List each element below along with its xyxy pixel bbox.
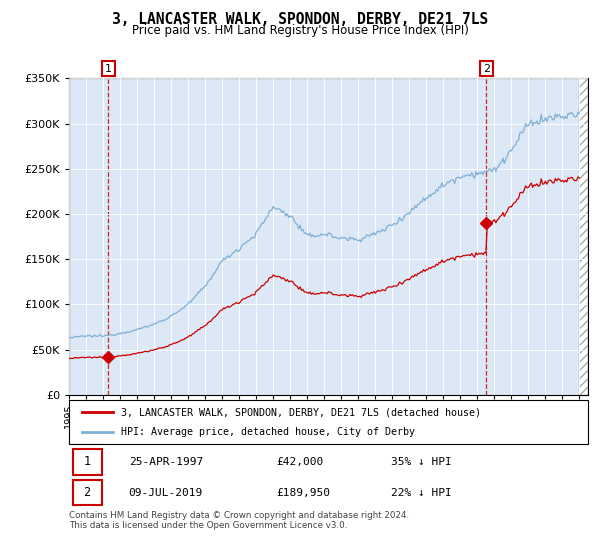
Bar <box>580 78 588 395</box>
Text: 1: 1 <box>83 455 91 468</box>
FancyBboxPatch shape <box>73 449 101 475</box>
Text: Contains HM Land Registry data © Crown copyright and database right 2024.
This d: Contains HM Land Registry data © Crown c… <box>69 511 409 530</box>
Text: 3, LANCASTER WALK, SPONDON, DERBY, DE21 7LS (detached house): 3, LANCASTER WALK, SPONDON, DERBY, DE21 … <box>121 407 481 417</box>
Text: £42,000: £42,000 <box>277 457 324 466</box>
Text: 2: 2 <box>483 64 490 74</box>
Text: 35% ↓ HPI: 35% ↓ HPI <box>391 457 452 466</box>
Text: 1: 1 <box>105 64 112 74</box>
Text: 25-APR-1997: 25-APR-1997 <box>128 457 203 466</box>
Text: 09-JUL-2019: 09-JUL-2019 <box>128 488 203 497</box>
Text: 2: 2 <box>83 486 91 499</box>
Text: 22% ↓ HPI: 22% ↓ HPI <box>391 488 452 497</box>
FancyBboxPatch shape <box>69 400 588 444</box>
Text: HPI: Average price, detached house, City of Derby: HPI: Average price, detached house, City… <box>121 427 415 437</box>
Bar <box>580 78 588 395</box>
FancyBboxPatch shape <box>73 479 101 506</box>
Text: 3, LANCASTER WALK, SPONDON, DERBY, DE21 7LS: 3, LANCASTER WALK, SPONDON, DERBY, DE21 … <box>112 12 488 27</box>
Text: £189,950: £189,950 <box>277 488 331 497</box>
Text: Price paid vs. HM Land Registry's House Price Index (HPI): Price paid vs. HM Land Registry's House … <box>131 24 469 37</box>
